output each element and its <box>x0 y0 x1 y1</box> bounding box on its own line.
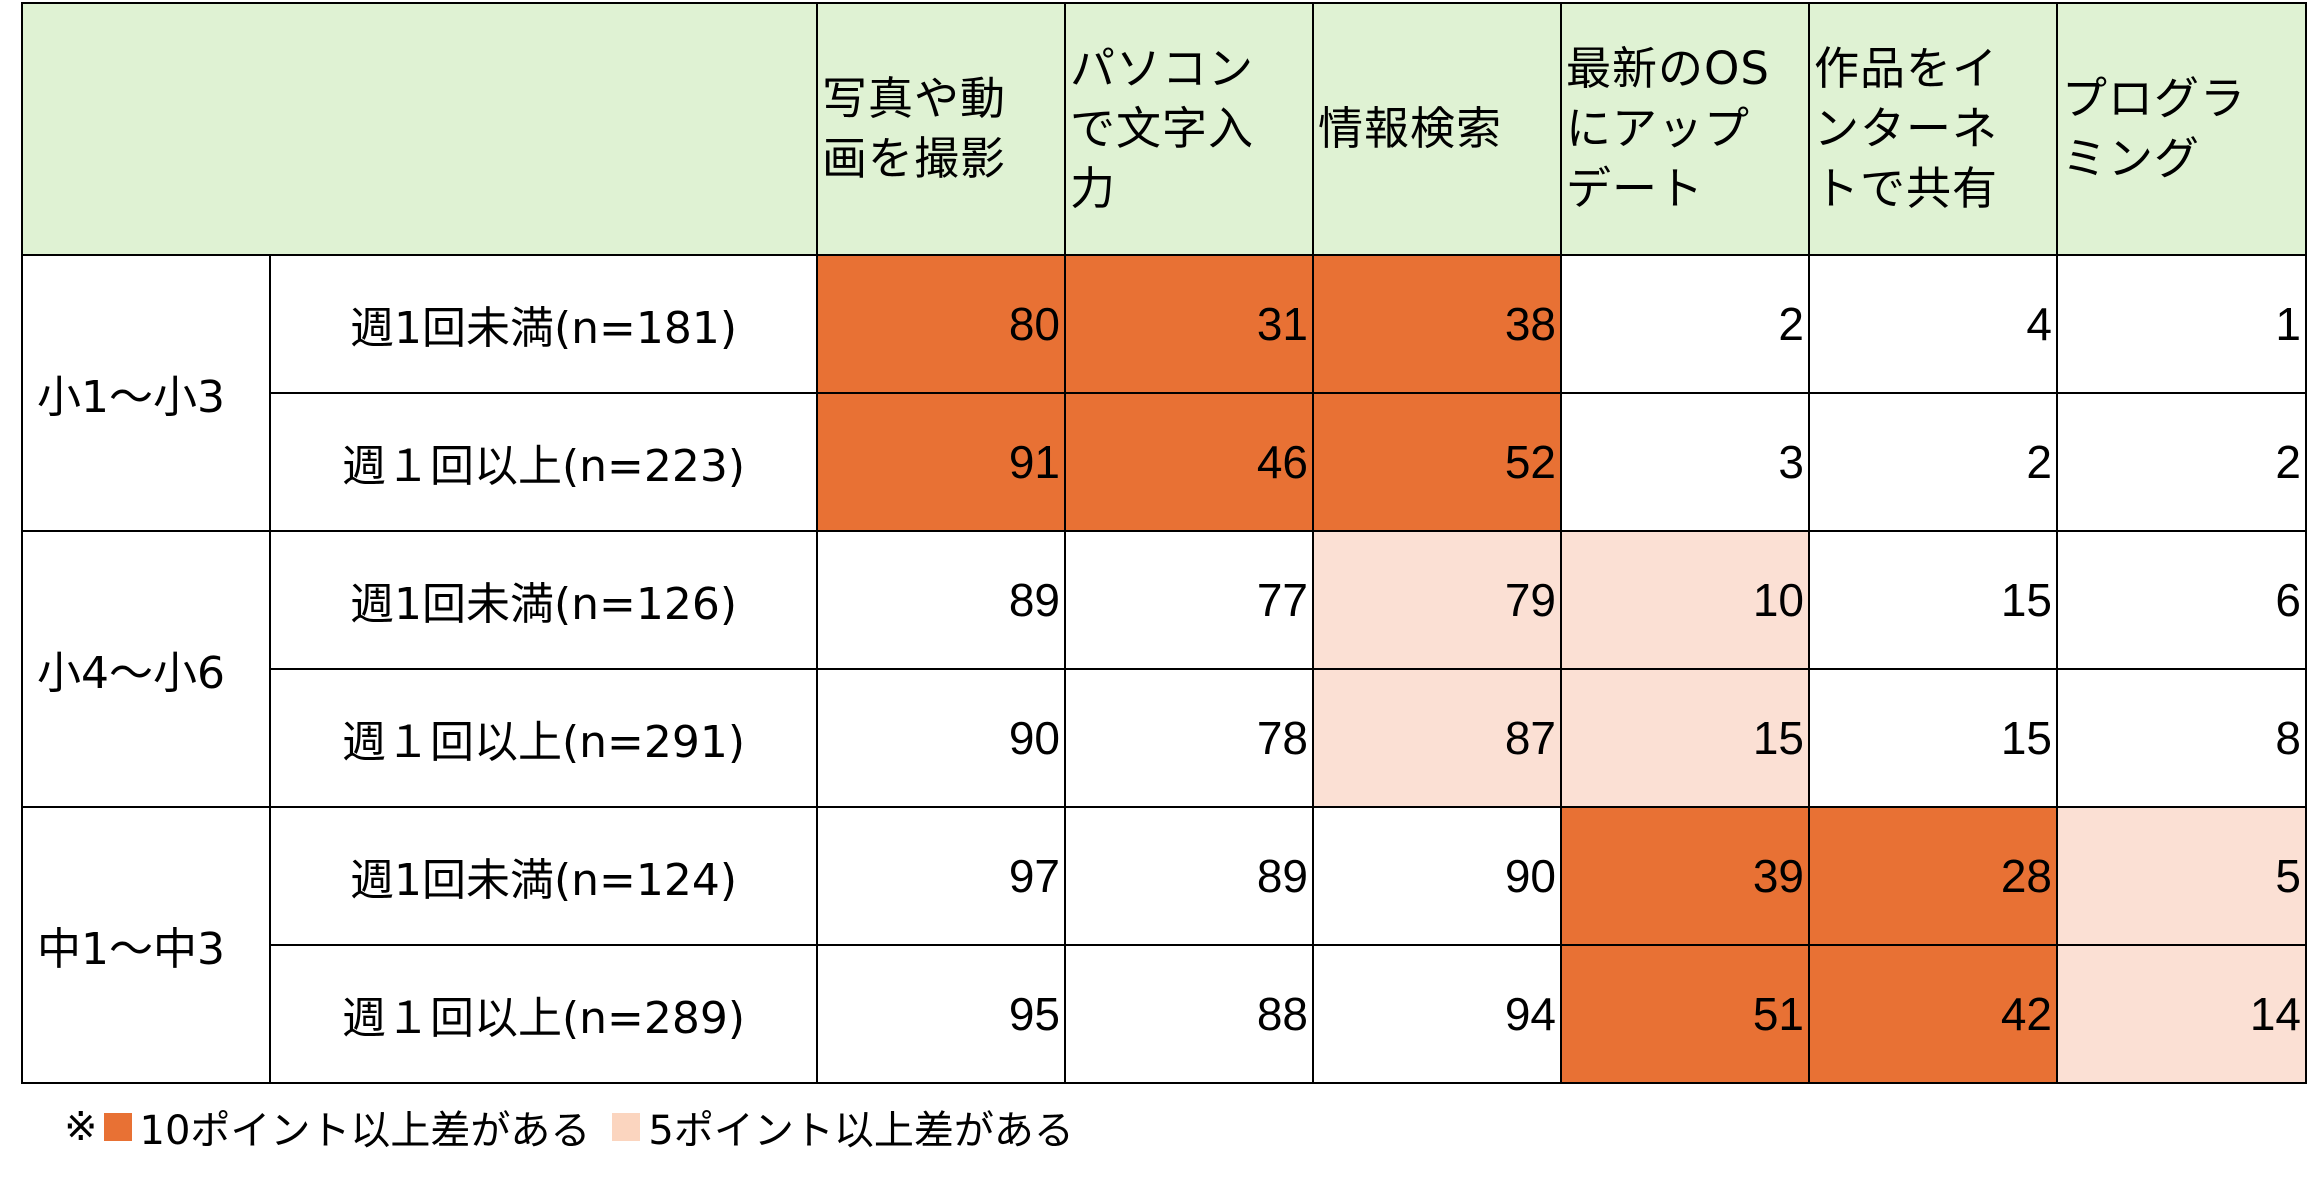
legend: ※ 10ポイント以上差がある 5ポイント以上差がある <box>64 1098 1074 1156</box>
grade-label: 中1～中3 <box>21 806 271 1084</box>
value-cell: 78 <box>1064 668 1314 808</box>
legend-note-mark: ※ <box>64 1104 98 1150</box>
value-cell: 31 <box>1064 254 1314 394</box>
value-cell: 77 <box>1064 530 1314 670</box>
column-header: プログラ ミング <box>2056 2 2307 256</box>
legend-label-light: 5ポイント以上差がある <box>648 1108 1074 1154</box>
table-row: 週１回以上(n=291) 90 78 87 15 15 8 <box>22 668 2307 808</box>
value-cell: 4 <box>1808 254 2058 394</box>
grade-label: 小4～小6 <box>21 530 271 808</box>
value-cell: 90 <box>1312 806 1562 946</box>
value-cell: 14 <box>2056 944 2307 1084</box>
group-label: 週１回以上(n=223) <box>269 392 818 532</box>
value-cell: 88 <box>1064 944 1314 1084</box>
group-label: 週1回未満(n=124) <box>269 806 818 946</box>
group-label: 週1回未満(n=126) <box>269 530 818 670</box>
value-cell: 80 <box>816 254 1066 394</box>
value-cell: 15 <box>1808 530 2058 670</box>
table-row: 週１回以上(n=289) 95 88 94 51 42 14 <box>22 944 2307 1084</box>
group-label: 週1回未満(n=181) <box>269 254 818 394</box>
value-cell: 87 <box>1312 668 1562 808</box>
value-cell: 15 <box>1808 668 2058 808</box>
legend-swatch-light <box>612 1113 641 1141</box>
value-cell: 91 <box>816 392 1066 532</box>
value-cell: 10 <box>1560 530 1810 670</box>
table-row: 週１回以上(n=223) 91 46 52 3 2 2 <box>22 392 2307 532</box>
value-cell: 39 <box>1560 806 1810 946</box>
group-label: 週１回以上(n=291) <box>269 668 818 808</box>
column-header: 作品をイ ンターネ トで共有 <box>1808 2 2058 256</box>
value-cell: 38 <box>1312 254 1562 394</box>
value-cell: 89 <box>1064 806 1314 946</box>
value-cell: 2 <box>2056 392 2307 532</box>
value-cell: 15 <box>1560 668 1810 808</box>
column-header: 写真や動 画を撮影 <box>816 2 1066 256</box>
group-label: 週１回以上(n=289) <box>269 944 818 1084</box>
value-cell: 28 <box>1808 806 2058 946</box>
value-cell: 2 <box>1808 392 2058 532</box>
column-header: パソコン で文字入 力 <box>1064 2 1314 256</box>
value-cell: 51 <box>1560 944 1810 1084</box>
value-cell: 97 <box>816 806 1066 946</box>
header-row: 写真や動 画を撮影 パソコン で文字入 力 情報検索 最新のOS にアップ デー… <box>21 2 2307 256</box>
table-row: 小4～小6 週1回未満(n=126) 89 77 79 10 15 6 <box>21 530 2307 808</box>
legend-label-strong: 10ポイント以上差がある <box>139 1108 591 1154</box>
value-cell: 90 <box>816 668 1066 808</box>
value-cell: 89 <box>816 530 1066 670</box>
legend-swatch-strong <box>103 1113 132 1141</box>
value-cell: 42 <box>1808 944 2058 1084</box>
value-cell: 2 <box>1560 254 1810 394</box>
grade-label: 小1～小3 <box>21 254 271 532</box>
value-cell: 3 <box>1560 392 1810 532</box>
value-cell: 1 <box>2056 254 2307 394</box>
value-cell: 52 <box>1312 392 1562 532</box>
data-table: 写真や動 画を撮影 パソコン で文字入 力 情報検索 最新のOS にアップ デー… <box>21 2 2307 1084</box>
table-row: 小1～小3 週1回未満(n=181) 80 31 38 2 4 1 <box>21 254 2307 532</box>
value-cell: 5 <box>2056 806 2307 946</box>
column-header: 情報検索 <box>1312 2 1562 256</box>
column-header: 最新のOS にアップ デート <box>1560 2 1810 256</box>
value-cell: 8 <box>2056 668 2307 808</box>
value-cell: 79 <box>1312 530 1562 670</box>
header-corner-cell <box>21 2 818 256</box>
value-cell: 95 <box>816 944 1066 1084</box>
value-cell: 46 <box>1064 392 1314 532</box>
table-row: 中1～中3 週1回未満(n=124) 97 89 90 39 28 5 <box>21 806 2307 1084</box>
value-cell: 94 <box>1312 944 1562 1084</box>
value-cell: 6 <box>2056 530 2307 670</box>
